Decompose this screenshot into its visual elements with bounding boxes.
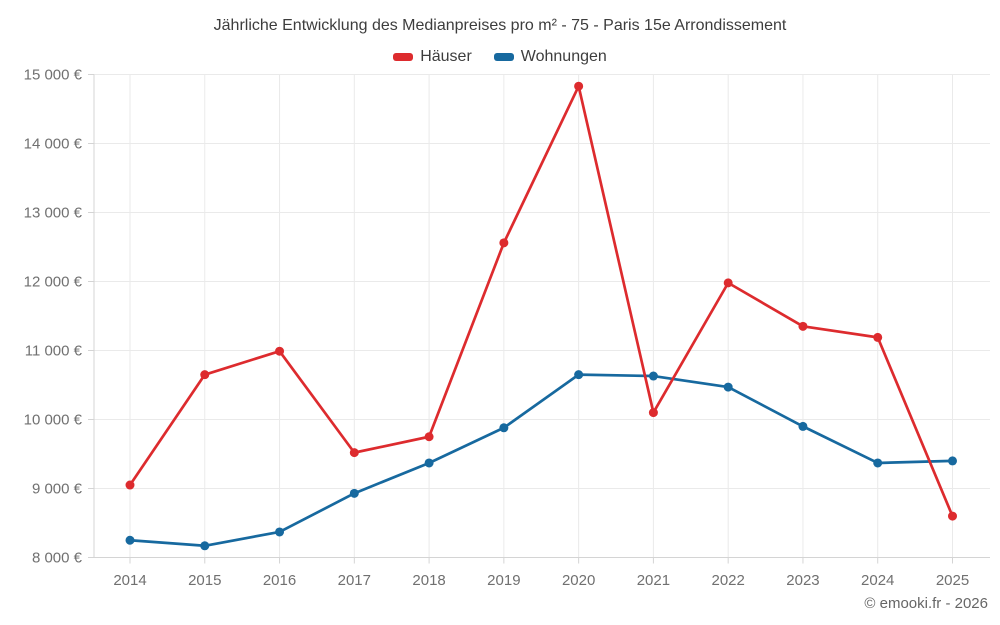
y-tick-label: 13 000 €: [24, 205, 83, 222]
x-tick-label: 2025: [936, 572, 969, 589]
x-tick-label: 2015: [188, 572, 221, 589]
legend: Häuser Wohnungen: [0, 48, 1000, 66]
y-tick-label: 8 000 €: [32, 550, 83, 567]
point-haeuser-2014[interactable]: [125, 480, 135, 490]
x-tick-label: 2024: [861, 572, 894, 589]
y-tick-label: 10 000 €: [24, 412, 83, 429]
point-wohnungen-2025[interactable]: [948, 456, 957, 466]
axes: [88, 74, 990, 564]
point-wohnungen-2024[interactable]: [873, 458, 883, 468]
point-haeuser-2015[interactable]: [200, 370, 210, 380]
point-wohnungen-2019[interactable]: [499, 423, 509, 433]
point-haeuser-2021[interactable]: [648, 408, 658, 418]
point-haeuser-2020[interactable]: [574, 81, 584, 91]
x-tick-label: 2023: [786, 572, 819, 589]
x-tick-label: 2017: [338, 572, 371, 589]
point-haeuser-2023[interactable]: [798, 321, 808, 331]
legend-label-haeuser: Häuser: [420, 48, 472, 65]
x-tick-label: 2019: [487, 572, 520, 589]
point-wohnungen-2017[interactable]: [349, 488, 359, 498]
y-axis-labels: 8 000 € 9 000 € 10 000 € 11 000 € 12 000 € 13…: [24, 67, 83, 567]
horizontal-gridlines: [94, 74, 990, 489]
copyright-text: © emooki.fr - 2026: [864, 595, 988, 612]
x-tick-label: 2016: [263, 572, 296, 589]
point-wohnungen-2014[interactable]: [125, 535, 135, 545]
point-wohnungen-2018[interactable]: [424, 458, 434, 468]
point-wohnungen-2020[interactable]: [574, 370, 584, 380]
series-line-haeuser: [128, 84, 954, 518]
series-wohnungen: [125, 370, 957, 551]
x-axis-labels: 2014 2015 2016 2017 2018 2019 2020 2021 2022 2023…: [113, 572, 969, 589]
y-tick-label: 9 000 €: [32, 481, 83, 498]
legend-label-wohnungen: Wohnungen: [520, 48, 607, 65]
point-haeuser-2017[interactable]: [349, 448, 359, 458]
point-haeuser-2024[interactable]: [873, 332, 883, 342]
point-wohnungen-2016[interactable]: [275, 527, 285, 537]
point-wohnungen-2021[interactable]: [648, 371, 658, 381]
series-haeuser: [125, 81, 957, 521]
point-haeuser-2022[interactable]: [723, 278, 733, 288]
point-wohnungen-2023[interactable]: [798, 421, 808, 431]
chart-title: Jährliche Entwicklung des Medianpreises …: [213, 17, 787, 34]
x-tick-label: 2018: [412, 572, 445, 589]
x-tick-label: 2020: [562, 572, 595, 589]
point-haeuser-2018[interactable]: [424, 432, 434, 442]
point-wohnungen-2022[interactable]: [723, 382, 733, 392]
x-tick-label: 2014: [113, 572, 146, 589]
legend-swatch-haeuser-icon: [393, 53, 414, 61]
legend-swatch-wohnungen-icon: [493, 53, 514, 61]
point-haeuser-2025[interactable]: [948, 511, 957, 521]
x-tick-label: 2021: [637, 572, 670, 589]
point-wohnungen-2015[interactable]: [200, 541, 210, 551]
y-tick-label: 11 000 €: [25, 343, 83, 360]
y-tick-label: 12 000 €: [24, 274, 83, 291]
series-line-wohnungen: [128, 373, 954, 548]
vertical-gridlines: [129, 74, 953, 558]
point-haeuser-2016[interactable]: [275, 346, 285, 356]
y-tick-label: 14 000 €: [24, 136, 83, 153]
legend-item-haeuser[interactable]: Häuser: [393, 48, 472, 66]
y-tick-label: 15 000 €: [24, 67, 83, 84]
legend-item-wohnungen[interactable]: Wohnungen: [493, 48, 607, 66]
point-haeuser-2019[interactable]: [499, 238, 509, 248]
x-tick-label: 2022: [711, 572, 744, 589]
